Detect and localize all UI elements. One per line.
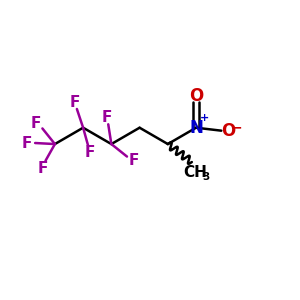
Text: F: F xyxy=(128,154,139,169)
Text: F: F xyxy=(69,95,80,110)
Text: +: + xyxy=(200,113,209,123)
Text: 3: 3 xyxy=(202,172,209,182)
Text: −: − xyxy=(230,120,242,134)
Text: F: F xyxy=(85,146,95,160)
Text: F: F xyxy=(38,160,48,175)
Text: F: F xyxy=(31,116,41,130)
Text: CH: CH xyxy=(184,165,207,180)
Text: F: F xyxy=(22,136,32,151)
Text: O: O xyxy=(189,87,203,105)
Text: O: O xyxy=(221,122,235,140)
Text: N: N xyxy=(189,119,203,137)
Text: F: F xyxy=(102,110,112,125)
